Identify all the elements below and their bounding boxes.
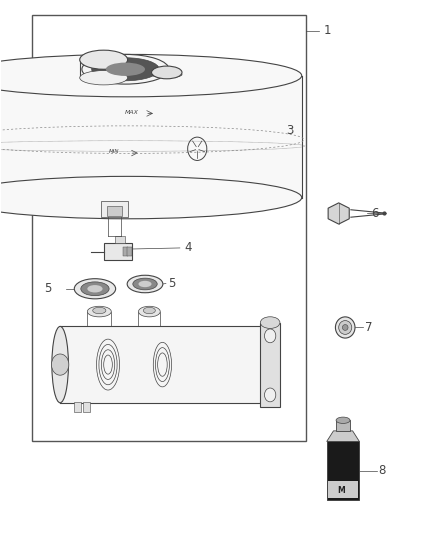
Text: 5: 5 (44, 282, 51, 295)
Text: 2: 2 (180, 63, 187, 76)
Bar (0, 76, 302, 198)
Text: MIN: MIN (110, 149, 120, 155)
Ellipse shape (152, 71, 182, 78)
Bar (123, 247, 127, 256)
Ellipse shape (82, 54, 169, 84)
Text: 7: 7 (365, 321, 372, 334)
Text: 4: 4 (184, 241, 192, 254)
Bar (104, 243, 132, 260)
Polygon shape (327, 431, 359, 441)
Ellipse shape (80, 50, 127, 69)
Ellipse shape (260, 317, 280, 328)
Ellipse shape (52, 326, 68, 403)
Text: 3: 3 (286, 124, 294, 137)
Ellipse shape (106, 62, 145, 76)
Ellipse shape (152, 66, 182, 79)
Ellipse shape (343, 325, 348, 330)
Ellipse shape (0, 176, 302, 219)
Bar (60, 326, 260, 403)
Bar (102, 201, 127, 217)
Polygon shape (328, 203, 349, 224)
Ellipse shape (127, 275, 163, 293)
Bar (327, 441, 359, 500)
Circle shape (265, 329, 276, 343)
Bar (32, 14, 306, 441)
Ellipse shape (336, 317, 355, 338)
Ellipse shape (339, 320, 352, 334)
Text: 1: 1 (323, 24, 331, 37)
Ellipse shape (80, 70, 127, 85)
Ellipse shape (138, 281, 152, 287)
Circle shape (51, 354, 69, 375)
Bar (336, 420, 350, 431)
Ellipse shape (74, 279, 116, 299)
Ellipse shape (92, 58, 159, 81)
Bar (127, 247, 132, 256)
Circle shape (265, 388, 276, 402)
Bar (260, 322, 280, 407)
Ellipse shape (138, 306, 160, 317)
Ellipse shape (93, 308, 106, 314)
Bar (74, 402, 81, 413)
Bar (107, 206, 122, 216)
Text: 5: 5 (168, 277, 175, 290)
Bar (328, 481, 358, 498)
Text: MAX: MAX (125, 110, 139, 115)
Text: 8: 8 (378, 464, 385, 477)
Ellipse shape (87, 285, 102, 293)
Ellipse shape (336, 417, 350, 423)
Ellipse shape (133, 278, 157, 290)
Text: 6: 6 (371, 207, 379, 220)
Ellipse shape (143, 308, 155, 314)
Text: M: M (337, 486, 345, 495)
Ellipse shape (0, 54, 302, 97)
Bar (83, 402, 90, 413)
Bar (115, 236, 125, 243)
Ellipse shape (81, 282, 109, 296)
Ellipse shape (87, 306, 111, 317)
